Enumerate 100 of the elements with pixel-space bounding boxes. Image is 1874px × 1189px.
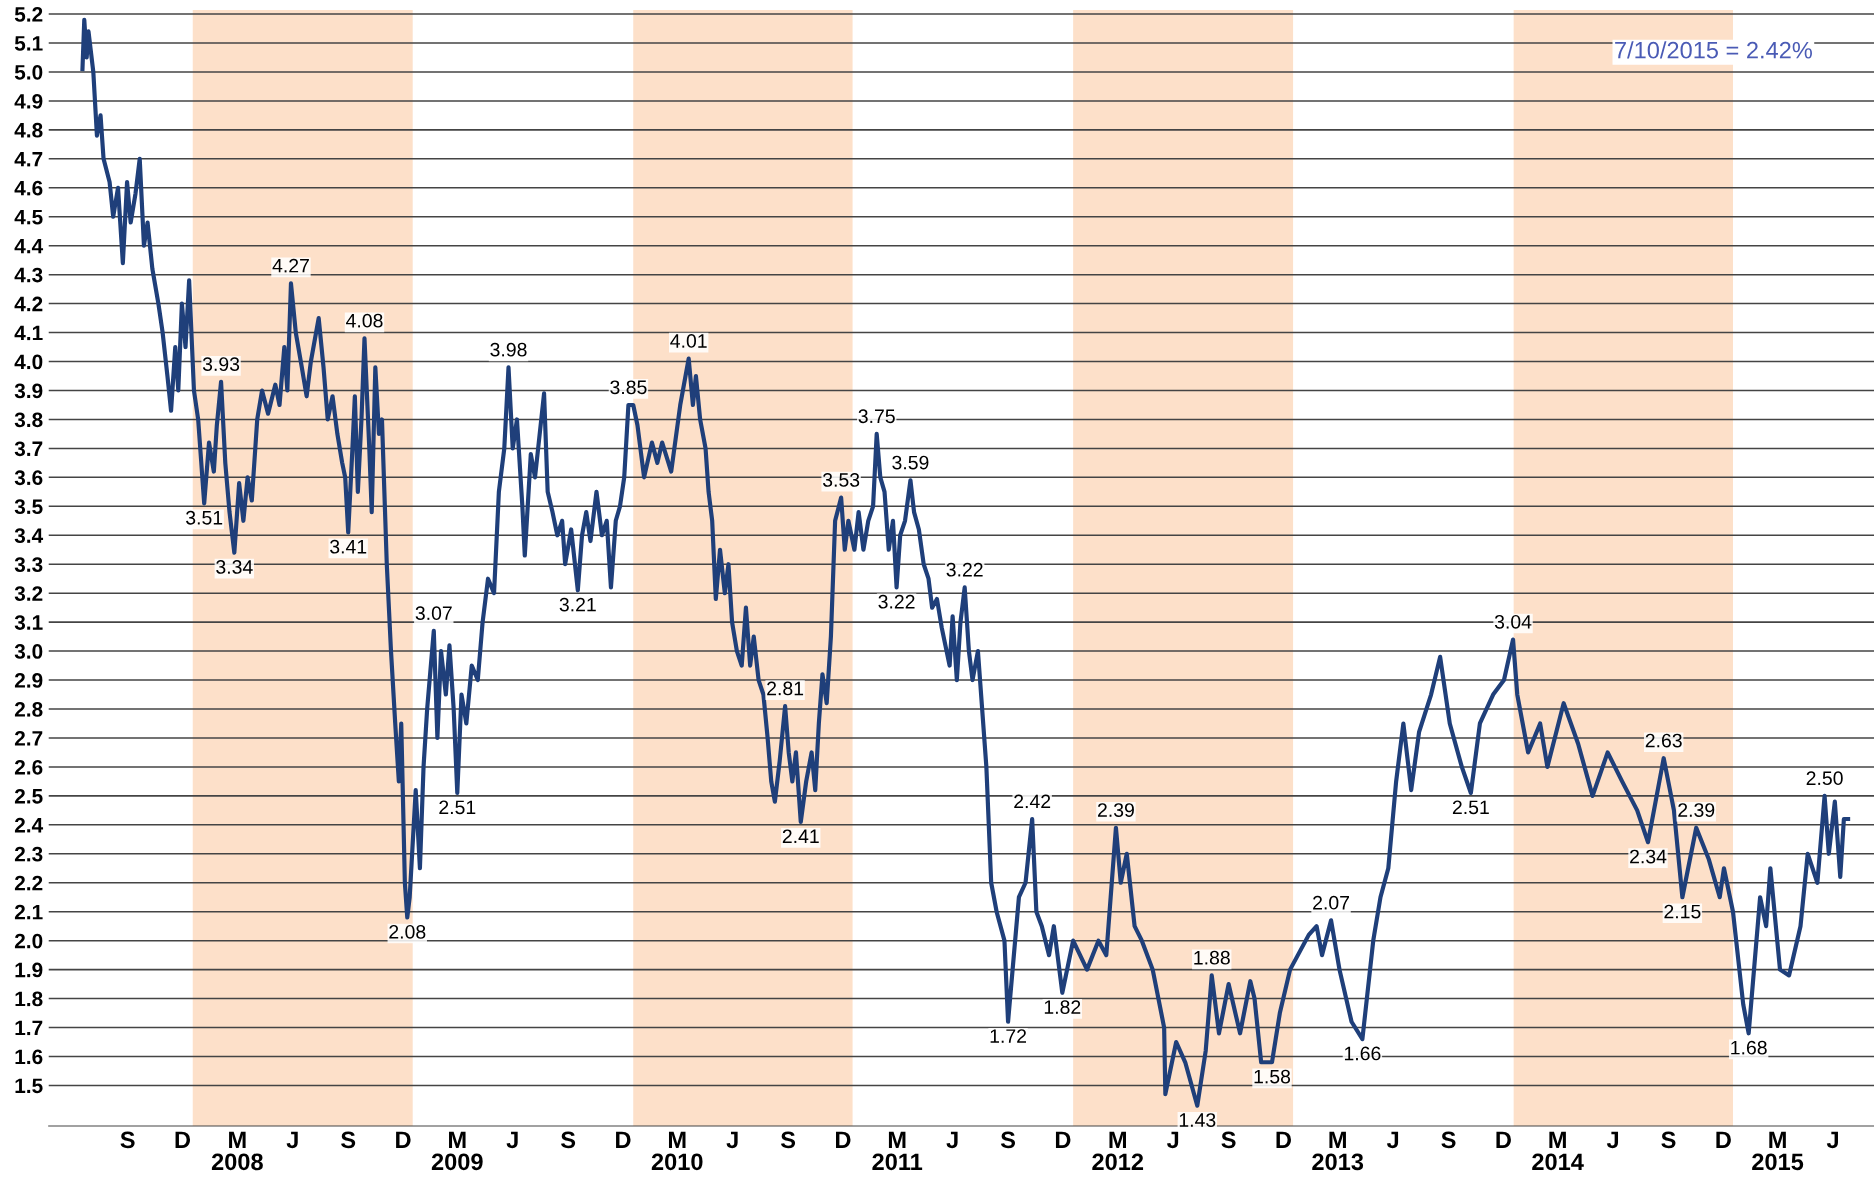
x-tick-label: J <box>286 1131 298 1149</box>
x-tick-label: S <box>1000 1131 1016 1149</box>
y-tick-label: 3.4 <box>14 528 44 544</box>
y-tick-label: 4.1 <box>14 325 43 341</box>
y-tick-label: 3.8 <box>14 412 43 428</box>
annotation: 1.66 <box>1344 1046 1381 1061</box>
y-tick-label: 2.0 <box>14 933 43 949</box>
y-tick-label: 2.4 <box>14 817 44 833</box>
annotation: 3.21 <box>559 597 596 612</box>
y-tick-label: 2.6 <box>14 759 43 775</box>
annotation: 2.34 <box>1630 849 1667 864</box>
y-tick-label: 1.5 <box>15 1078 43 1094</box>
x-tick-label: D <box>1055 1131 1071 1148</box>
annotation: 2.63 <box>1645 733 1682 748</box>
annotation: 2.51 <box>1452 800 1489 815</box>
y-tick-label: 2.3 <box>14 846 43 862</box>
annotation: 2.39 <box>1097 803 1134 817</box>
x-tick-label: S <box>1221 1131 1236 1149</box>
y-tick-label: 1.7 <box>15 1020 43 1036</box>
annotation: 3.85 <box>610 380 647 395</box>
y-tick-label: 1.8 <box>15 991 43 1007</box>
x-tick-label: M 2013 <box>1312 1131 1364 1171</box>
y-tick-label: 3.3 <box>14 557 43 572</box>
x-tick-label: D <box>396 1131 411 1148</box>
annotation: 2.15 <box>1664 904 1701 919</box>
x-tick-label: J <box>946 1131 958 1149</box>
y-tick-label: 3.1 <box>14 615 43 630</box>
annotation: 3.07 <box>415 606 452 621</box>
annotation: 4.08 <box>346 313 383 328</box>
x-tick-label: D <box>1716 1131 1731 1148</box>
annotation: 3.22 <box>878 594 915 609</box>
y-tick-label: 2.5 <box>14 788 43 804</box>
x-tick-label: D <box>836 1131 851 1148</box>
annotation: 4.01 <box>670 334 707 348</box>
x-tick-label: J <box>726 1131 738 1149</box>
annotation: 1.72 <box>990 1029 1027 1043</box>
y-tick-label: 2.8 <box>14 702 43 717</box>
annotation: 1.82 <box>1044 1000 1081 1015</box>
x-tick-label: D <box>175 1131 191 1148</box>
x-tick-label: M 2010 <box>651 1131 703 1171</box>
annotation: 2.39 <box>1678 803 1715 817</box>
x-tick-label: S <box>1441 1131 1456 1149</box>
x-tick-label: M 2011 <box>872 1131 923 1171</box>
annotation: 1.68 <box>1731 1040 1767 1055</box>
annotation: 2.07 <box>1313 895 1349 910</box>
x-tick-label: M 2012 <box>1092 1131 1144 1171</box>
y-tick-label: 3.6 <box>14 470 43 486</box>
y-tick-label: 5.0 <box>14 64 43 80</box>
annotation: 3.98 <box>490 342 527 357</box>
x-tick-label: S <box>1661 1131 1676 1149</box>
x-tick-label: D <box>1496 1131 1511 1148</box>
annotation: 1.43 <box>1179 1113 1216 1127</box>
annotation: 3.34 <box>216 560 253 574</box>
annotation: 7/10/2015 = 2.42% <box>1615 41 1812 59</box>
y-tick-label: 3.2 <box>14 586 43 601</box>
annotation: 3.53 <box>822 473 860 487</box>
y-tick-label: 4.6 <box>14 180 43 196</box>
annotation: 2.51 <box>439 800 476 815</box>
y-tick-label: 4.8 <box>14 122 43 138</box>
y-tick-label: 3.9 <box>14 383 43 399</box>
y-tick-label: 2.1 <box>14 904 43 920</box>
annotation: 2.41 <box>782 829 819 843</box>
annotation: 2.50 <box>1806 771 1843 786</box>
y-tick-label: 4.3 <box>14 267 43 283</box>
y-tick-label: 4.0 <box>14 354 43 370</box>
y-tick-label: 3.0 <box>14 644 43 659</box>
annotation: 2.08 <box>389 924 426 939</box>
annotation: 1.88 <box>1194 950 1230 965</box>
y-tick-label: 4.2 <box>14 296 43 312</box>
x-tick-label: D <box>616 1131 631 1148</box>
y-tick-label: 1.6 <box>15 1049 43 1065</box>
x-tick-label: J <box>1826 1131 1838 1149</box>
y-tick-label: 4.7 <box>14 152 43 167</box>
x-tick-label: M 2014 <box>1532 1131 1584 1171</box>
y-tick-label: 2.2 <box>14 875 43 891</box>
y-tick-label: 5.2 <box>14 7 43 22</box>
x-tick-label: M 2008 <box>211 1131 263 1171</box>
x-tick-label: S <box>341 1131 356 1149</box>
annotation: 3.75 <box>858 409 895 424</box>
annotation: 3.51 <box>186 510 223 525</box>
x-tick-label: J <box>1166 1131 1179 1149</box>
y-tick-label: 3.7 <box>14 441 43 457</box>
x-tick-label: M 2009 <box>431 1131 483 1171</box>
y-tick-label: 2.7 <box>14 730 43 746</box>
annotation: 1.58 <box>1254 1069 1291 1084</box>
y-tick-label: 4.4 <box>14 238 44 254</box>
annotation: 3.59 <box>892 455 929 470</box>
x-tick-label: S <box>560 1131 576 1149</box>
annotation: 3.22 <box>946 562 983 577</box>
x-tick-label: J <box>506 1131 518 1149</box>
x-tick-label: D <box>1276 1131 1291 1148</box>
annotation: 3.93 <box>202 357 240 372</box>
y-tick-label: 4.9 <box>14 93 43 109</box>
annotation: 2.42 <box>1014 794 1051 809</box>
y-tick-label: 4.5 <box>14 209 43 225</box>
x-tick-label: J <box>1386 1131 1399 1149</box>
x-tick-label: J <box>1606 1131 1619 1149</box>
annotation: 3.41 <box>330 539 367 554</box>
line-series <box>80 17 1851 1108</box>
x-tick-label: M 2015 <box>1752 1131 1804 1171</box>
